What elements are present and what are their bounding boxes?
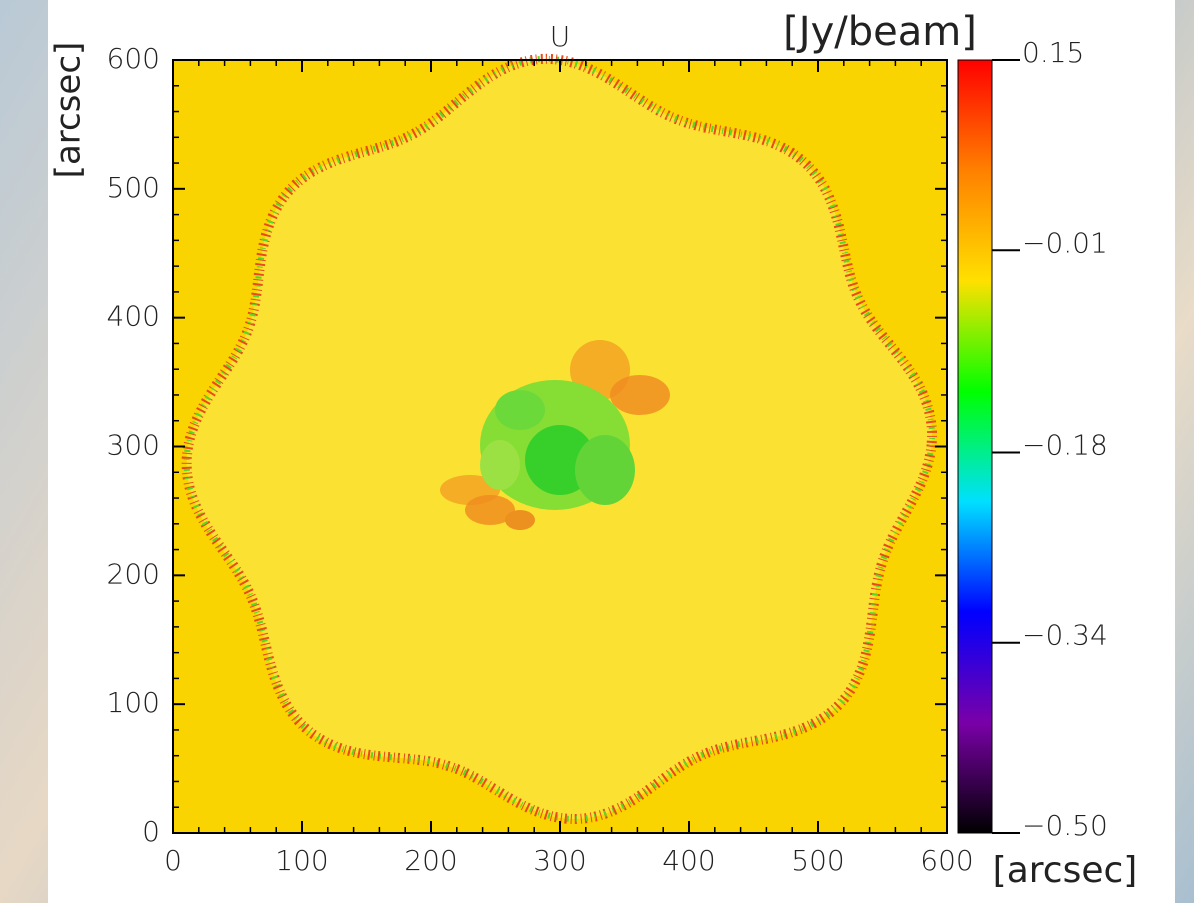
- colorbar-tick-label: 0.15: [1022, 36, 1084, 69]
- chart-title: U: [550, 20, 571, 53]
- colorbar: [957, 59, 993, 834]
- y-tick-label: 500: [107, 171, 160, 204]
- y-tick-label: 100: [107, 686, 160, 719]
- image-center: [440, 340, 670, 530]
- x-tick-label: 0: [164, 844, 182, 877]
- colorbar-label: [Jy/beam]: [783, 9, 977, 55]
- y-axis-label: [arcsec]: [49, 42, 89, 179]
- x-tick-label: 200: [404, 844, 457, 877]
- y-tick-label: 0: [142, 815, 160, 848]
- y-tick-label: 400: [107, 300, 160, 333]
- colorbar-tick-label: −0.01: [1022, 226, 1108, 259]
- y-tick-label: 200: [107, 557, 160, 590]
- x-tick-label: 400: [662, 844, 715, 877]
- y-tick-label: 600: [107, 42, 160, 75]
- x-tick-label: 100: [275, 844, 328, 877]
- colorbar-tick-label: −0.34: [1022, 619, 1108, 652]
- x-tick-label: 600: [920, 844, 973, 877]
- colorbar-tick-label: −0.50: [1022, 809, 1108, 842]
- colorbar-tick-label: −0.18: [1022, 428, 1108, 461]
- x-tick-label: 300: [533, 844, 586, 877]
- x-tick-label: 500: [791, 844, 844, 877]
- x-axis-label: [arcsec]: [993, 850, 1138, 891]
- y-tick-label: 300: [107, 429, 160, 462]
